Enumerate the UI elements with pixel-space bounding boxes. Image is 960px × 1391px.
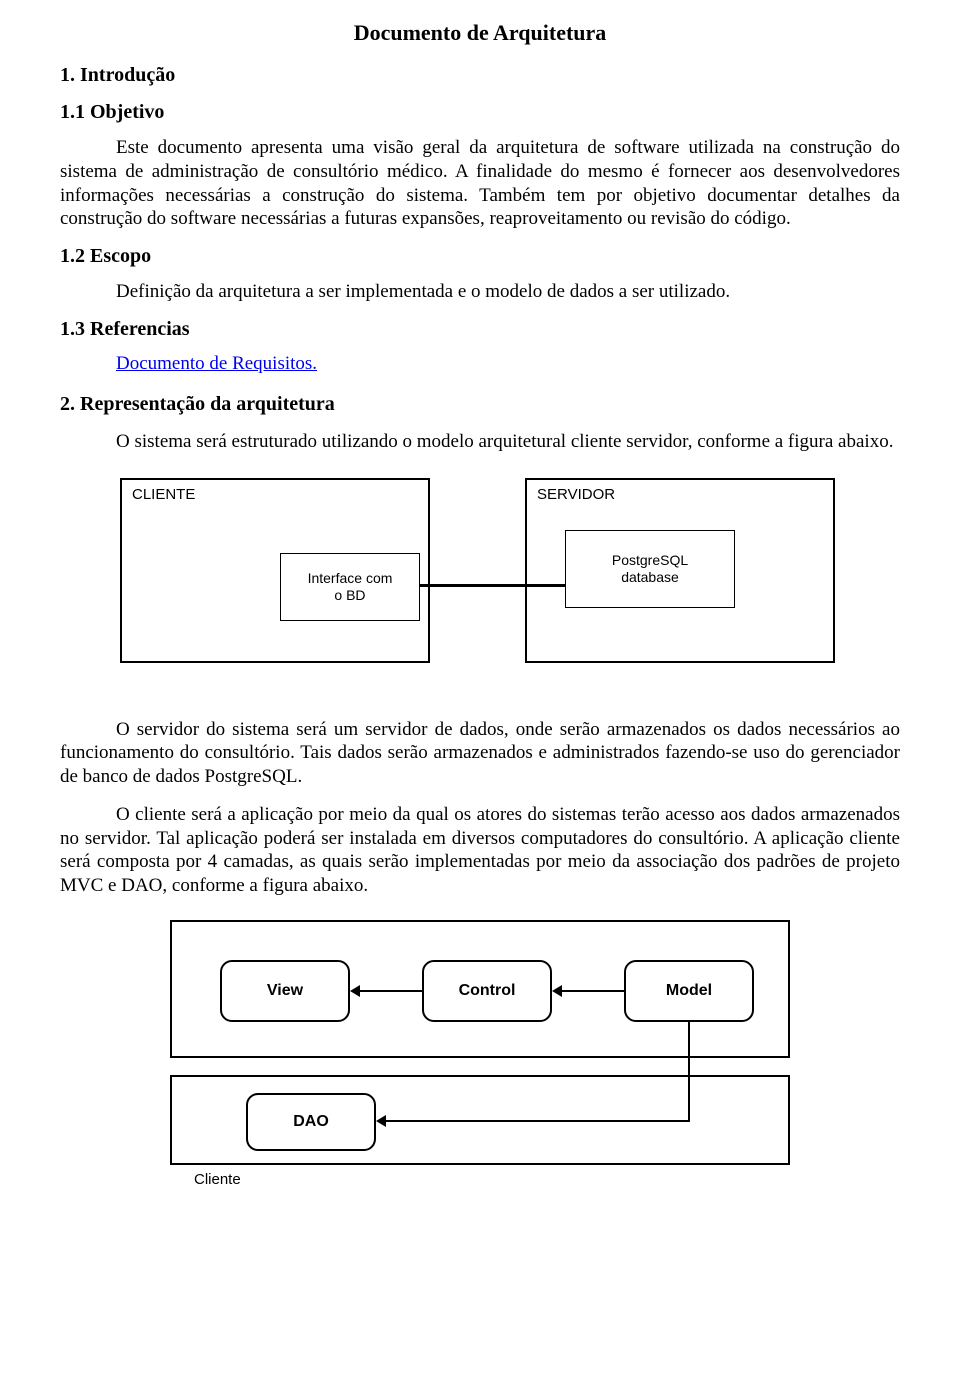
diagram2-view-box: View xyxy=(220,960,350,1022)
section-2-heading: 2. Representação da arquitetura xyxy=(60,393,900,416)
diagram2-arrow-model-dao xyxy=(376,1115,386,1127)
section-1-3-heading: 1.3 Referencias xyxy=(60,318,900,341)
diagram-client-server: CLIENTE SERVIDOR Interface como BD Postg… xyxy=(120,478,840,678)
paragraph-escopo: Definição da arquitetura a ser implement… xyxy=(60,280,900,304)
diagram1-connector xyxy=(420,584,565,587)
paragraph-2-server: O servidor do sistema será um servidor d… xyxy=(60,718,900,789)
page-title: Documento de Arquitetura xyxy=(60,20,900,46)
diagram-mvc-dao: View Control Model DAO Cliente xyxy=(170,920,790,1195)
diagram2-control-box: Control xyxy=(422,960,552,1022)
section-1-1-heading: 1.1 Objetivo xyxy=(60,101,900,124)
diagram2-model-box: Model xyxy=(624,960,754,1022)
diagram2-dao-box: DAO xyxy=(246,1093,376,1151)
section-1-2-heading: 1.2 Escopo xyxy=(60,245,900,268)
diagram2-arrow-model-control xyxy=(552,985,562,997)
diagram1-interface-box: Interface como BD xyxy=(280,553,420,621)
diagram2-arrow-control-view xyxy=(350,985,360,997)
diagram2-edge-control-view xyxy=(360,990,422,992)
diagram1-servidor-label: SERVIDOR xyxy=(537,486,615,503)
diagram2-edge-model-control xyxy=(562,990,624,992)
diagram1-cliente-label: CLIENTE xyxy=(132,486,195,503)
diagram2-edge-model-dao-v xyxy=(688,1022,690,1120)
diagram1-db-box: PostgreSQLdatabase xyxy=(565,530,735,608)
paragraph-2-client: O cliente será a aplicação por meio da q… xyxy=(60,803,900,898)
diagram2-edge-model-dao-h xyxy=(386,1120,690,1122)
section-1-heading: 1. Introdução xyxy=(60,64,900,87)
diagram2-cliente-label: Cliente xyxy=(194,1171,241,1188)
paragraph-2-intro: O sistema será estruturado utilizando o … xyxy=(60,430,900,454)
paragraph-objetivo: Este documento apresenta uma visão geral… xyxy=(60,136,900,231)
document-page: Documento de Arquitetura 1. Introdução 1… xyxy=(0,0,960,1391)
link-documento-requisitos[interactable]: Documento de Requisitos. xyxy=(116,353,900,375)
